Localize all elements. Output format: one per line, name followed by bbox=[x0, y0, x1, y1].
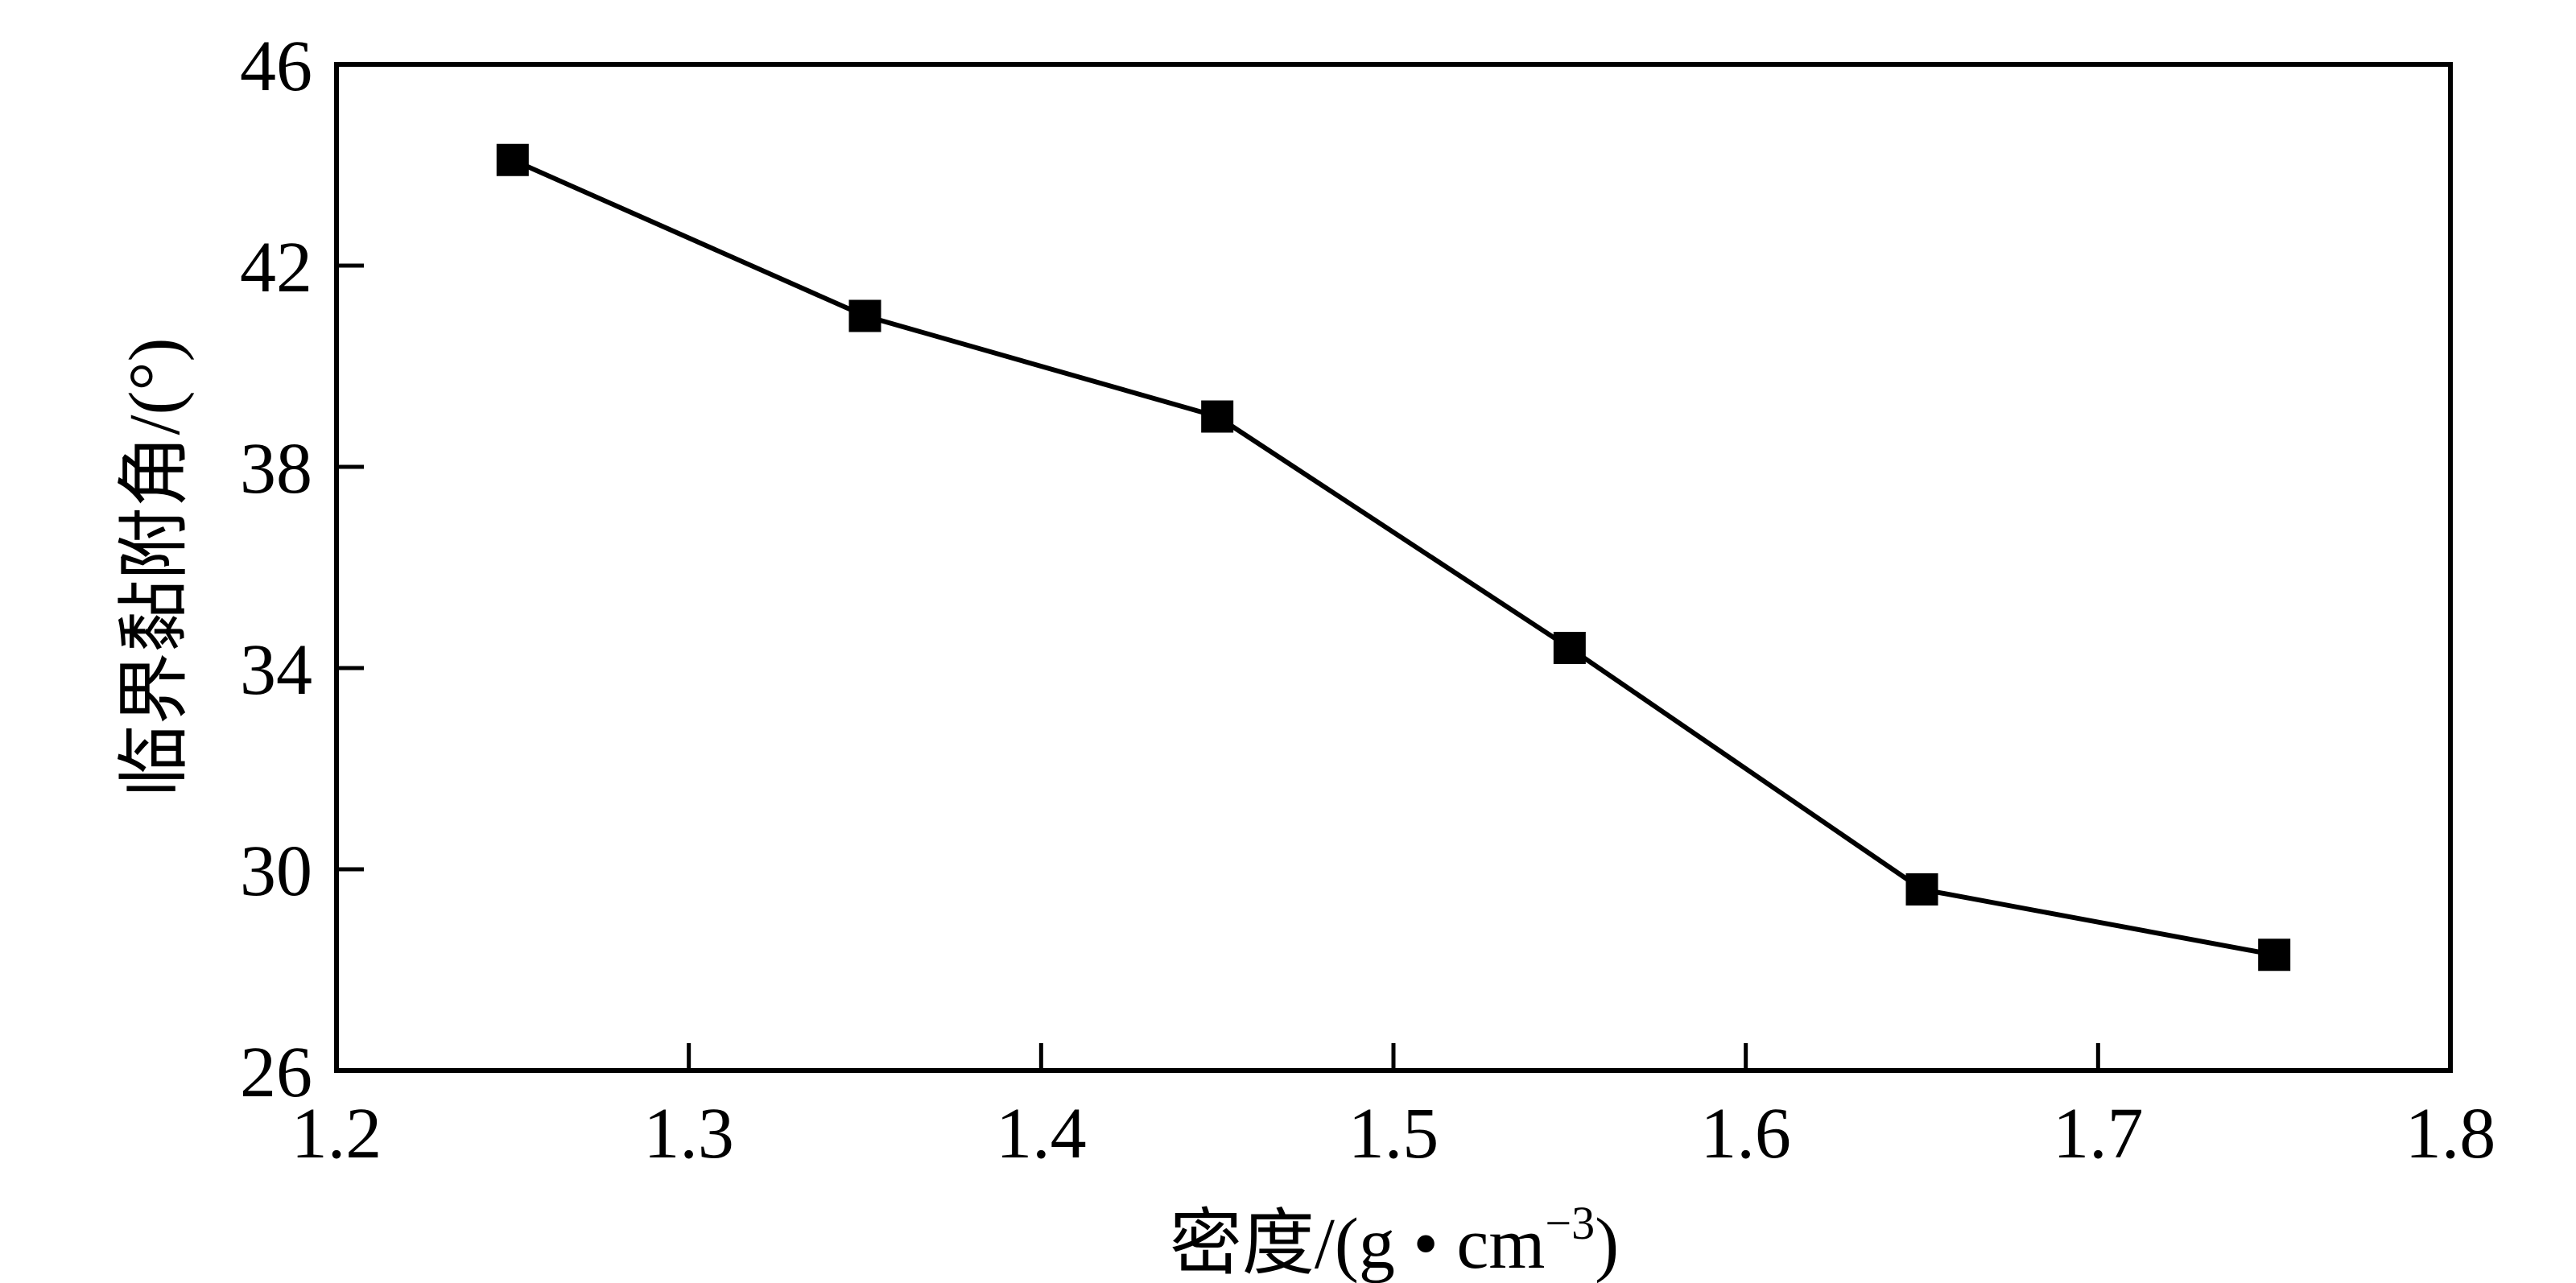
data-point-marker bbox=[2258, 939, 2291, 972]
y-ticks: 26 30 34 38 42 46 bbox=[240, 27, 364, 1112]
y-tick-label: 42 bbox=[240, 228, 312, 307]
data-point-marker bbox=[1553, 632, 1586, 664]
y-tick-label: 34 bbox=[240, 630, 312, 710]
y-tick-label: 30 bbox=[240, 831, 312, 911]
series-markers bbox=[496, 143, 2291, 972]
x-tick-label: 1.2 bbox=[291, 1094, 382, 1174]
y-tick-label: 46 bbox=[240, 27, 312, 106]
x-axis-title-suffix: ) bbox=[1595, 1204, 1619, 1283]
x-tick-label: 1.5 bbox=[1348, 1094, 1439, 1174]
x-axis-title: 密度/(g • cm−3) bbox=[1170, 1197, 1619, 1283]
x-ticks: 1.2 1.3 1.4 1.5 1.6 1.7 1.8 bbox=[291, 1043, 2496, 1174]
data-point-marker bbox=[1905, 873, 1938, 906]
x-tick-label: 1.6 bbox=[1700, 1094, 1791, 1174]
x-axis-title-superscript: −3 bbox=[1545, 1197, 1595, 1249]
plot-frame bbox=[334, 62, 2453, 1073]
x-axis-title-main: 密度/(g • cm bbox=[1170, 1204, 1545, 1283]
x-tick-label: 1.8 bbox=[2405, 1094, 2496, 1174]
data-point-marker bbox=[848, 299, 881, 332]
series-line-group bbox=[511, 158, 2275, 958]
y-tick-label: 38 bbox=[240, 429, 312, 509]
y-axis-title: 临界黏附角/(°) bbox=[115, 338, 195, 798]
x-tick-label: 1.4 bbox=[996, 1094, 1087, 1174]
data-point-marker bbox=[1201, 400, 1234, 433]
x-tick-label: 1.3 bbox=[643, 1094, 734, 1174]
data-point-marker bbox=[496, 143, 529, 176]
x-tick-label: 1.7 bbox=[2053, 1094, 2144, 1174]
y-tick-label: 26 bbox=[240, 1033, 312, 1112]
series-line bbox=[511, 158, 2275, 958]
